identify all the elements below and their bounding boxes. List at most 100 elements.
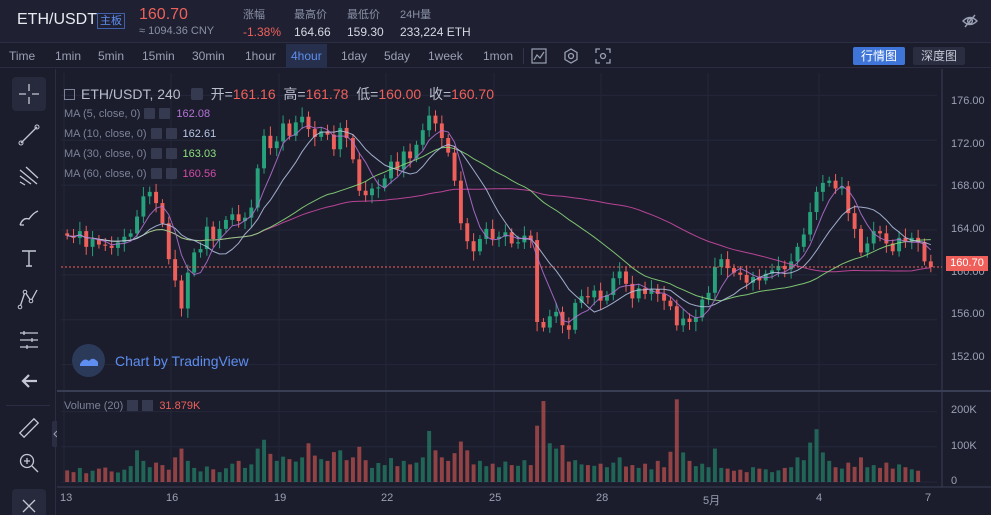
- volume-bar: [757, 468, 762, 482]
- candle-body: [643, 288, 648, 294]
- price-chart-svg[interactable]: [57, 69, 991, 515]
- depth-chart-button[interactable]: 深度图: [913, 47, 965, 65]
- volume-settings-icon[interactable]: [127, 400, 139, 411]
- trend-line-tool[interactable]: [12, 118, 46, 152]
- volume-bar: [744, 472, 749, 482]
- open-label: 开=: [210, 86, 233, 102]
- candle-body: [674, 306, 679, 326]
- chart-area[interactable]: ETH/USDT, 240 开=161.16 高=161.78 低=160.00 …: [57, 69, 991, 515]
- candle-body: [897, 237, 902, 252]
- expand-handle[interactable]: [52, 421, 60, 447]
- candle-body: [852, 213, 857, 229]
- volume-bar: [763, 469, 768, 482]
- zoom-tool[interactable]: [12, 446, 46, 480]
- tf-1mon[interactable]: 1mon: [483, 49, 514, 63]
- ma5-settings-icon[interactable]: [144, 108, 156, 119]
- volume-bar: [719, 467, 724, 482]
- change-value: -1.38%: [243, 25, 282, 39]
- volume-bar: [795, 457, 800, 482]
- open-value: 161.16: [232, 86, 276, 102]
- volume-bar: [712, 448, 717, 482]
- candle-body: [757, 277, 762, 281]
- volume-legend[interactable]: Volume (20) 31.879K: [64, 400, 200, 412]
- pattern-tool[interactable]: [12, 282, 46, 316]
- candle-body: [649, 289, 654, 294]
- volume-bar: [420, 457, 425, 482]
- ma5-value: 162.08: [176, 108, 211, 120]
- collapse-toolbar-button[interactable]: [12, 364, 46, 398]
- volume-bar: [655, 460, 660, 482]
- volume-bar: [681, 452, 686, 482]
- measure-tool[interactable]: [12, 323, 46, 357]
- tf-time[interactable]: Time: [9, 49, 36, 63]
- high-label: 最高价: [294, 9, 327, 21]
- volume-bar: [624, 466, 628, 482]
- tf-15min[interactable]: 15min: [142, 49, 175, 63]
- candle-body: [96, 238, 101, 245]
- tf-1week[interactable]: 1week: [428, 49, 463, 63]
- low-value: 160.00: [378, 86, 422, 102]
- volume-bar: [141, 460, 146, 482]
- ma10-close-icon[interactable]: [165, 128, 177, 139]
- price-tick: 176.00: [951, 95, 985, 107]
- brush-tool[interactable]: [12, 200, 46, 234]
- settings-gear-icon[interactable]: [562, 47, 580, 65]
- tf-1day[interactable]: 1day: [341, 49, 368, 63]
- tf-5min[interactable]: 5min: [98, 49, 125, 63]
- volume-bar: [776, 470, 781, 482]
- collapse-legend-icon[interactable]: [64, 89, 75, 100]
- ma30-close-icon[interactable]: [165, 148, 177, 159]
- volume-bar: [687, 460, 692, 482]
- tf-4hour[interactable]: 4hour: [286, 44, 327, 68]
- candle-body: [90, 238, 95, 247]
- ma10-legend[interactable]: MA (10, close, 0) 162.61: [64, 127, 216, 141]
- candle-body: [928, 261, 933, 268]
- screenshot-icon[interactable]: [594, 47, 612, 65]
- candle-body: [331, 134, 336, 150]
- candle-body: [230, 214, 235, 220]
- candle-body: [833, 180, 838, 189]
- volume-label: 24H量: [400, 9, 432, 21]
- volume-bar: [128, 466, 133, 482]
- chart-type-icon[interactable]: [530, 47, 548, 65]
- candle-body: [160, 203, 165, 224]
- ruler-tool[interactable]: [12, 411, 46, 445]
- candle-body: [687, 318, 692, 322]
- candle-body: [192, 252, 197, 273]
- ma30-settings-icon[interactable]: [150, 148, 162, 159]
- pair-name[interactable]: ETH/USDT: [17, 11, 97, 28]
- ohlc-legend: ETH/USDT, 240 开=161.16 高=161.78 低=160.00 …: [64, 84, 494, 104]
- candle-body: [135, 216, 139, 234]
- volume-bar: [617, 457, 622, 482]
- ma60-close-icon[interactable]: [165, 168, 177, 179]
- candle-body: [477, 238, 482, 252]
- ma30-legend[interactable]: MA (30, close, 0) 163.03: [64, 147, 216, 161]
- volume-bar: [376, 462, 381, 482]
- candle-body: [103, 244, 108, 246]
- volume-bar: [357, 446, 362, 482]
- ma10-settings-icon[interactable]: [150, 128, 162, 139]
- candle-body: [458, 180, 463, 224]
- hide-eye-icon[interactable]: [961, 12, 979, 33]
- tf-1hour[interactable]: 1hour: [245, 49, 276, 63]
- ma5-close-icon[interactable]: [159, 108, 171, 119]
- tf-1min[interactable]: 1min: [55, 49, 82, 63]
- candle-body: [763, 273, 768, 281]
- volume-bar: [554, 448, 559, 482]
- ma5-legend[interactable]: MA (5, close, 0) 162.08: [64, 107, 210, 121]
- tf-30min[interactable]: 30min: [192, 49, 225, 63]
- kline-chart-button[interactable]: 行情图: [853, 47, 905, 65]
- fib-tool[interactable]: [12, 159, 46, 193]
- text-tool[interactable]: [12, 241, 46, 275]
- volume-bar: [782, 467, 787, 482]
- candle-body: [795, 246, 800, 262]
- volume-bar: [243, 467, 247, 482]
- ma60-legend[interactable]: MA (60, close, 0) 160.56: [64, 167, 216, 181]
- ma60-settings-icon[interactable]: [150, 168, 162, 179]
- remove-drawings-button[interactable]: [12, 489, 46, 515]
- tf-5day[interactable]: 5day: [384, 49, 411, 63]
- legend-settings-icon[interactable]: [190, 88, 203, 100]
- crosshair-tool[interactable]: [12, 77, 46, 111]
- volume-close-icon[interactable]: [142, 400, 154, 411]
- volume-bar: [878, 467, 882, 482]
